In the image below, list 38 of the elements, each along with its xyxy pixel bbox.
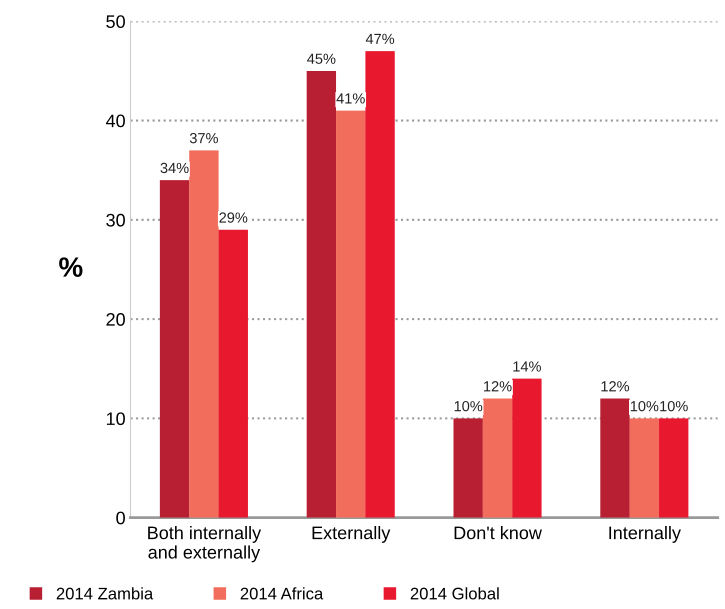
- y-tick-label: 20: [106, 313, 125, 326]
- legend-label: 2014 Zambia: [56, 587, 154, 600]
- data-label: 34%: [160, 162, 189, 174]
- bar: [600, 398, 630, 518]
- bar: [482, 398, 512, 518]
- bar: [453, 418, 483, 518]
- data-label: 37%: [190, 132, 218, 144]
- y-axis-title: %: [59, 257, 82, 277]
- data-label: 41%: [336, 93, 365, 104]
- bar: [512, 378, 542, 518]
- bar: [659, 418, 688, 518]
- bar: [160, 180, 190, 518]
- x-tick-label: Externally: [312, 526, 390, 543]
- y-tick-label: 30: [106, 214, 125, 227]
- data-label: 10%: [454, 401, 482, 412]
- data-label: 10%: [660, 401, 688, 412]
- data-label: 45%: [307, 54, 336, 64]
- data-label: 10%: [630, 401, 658, 412]
- bar: [365, 51, 395, 518]
- y-tick-label: 50: [106, 15, 125, 28]
- bar: [218, 230, 248, 518]
- y-tick-label: 0: [116, 512, 125, 524]
- data-label: 29%: [219, 212, 248, 223]
- bar: [630, 418, 660, 518]
- bar: [189, 150, 219, 518]
- x-tick-label: Internally: [609, 526, 681, 543]
- bar: [336, 110, 366, 518]
- legend-label: 2014 Global: [410, 587, 499, 600]
- data-label: 12%: [484, 381, 512, 392]
- y-tick-label: 40: [106, 114, 125, 128]
- y-tick-label: 10: [106, 412, 125, 426]
- x-tick-label: Both internally and externally: [148, 526, 262, 562]
- data-label: 14%: [513, 361, 541, 372]
- legend-label: 2014 Africa: [240, 587, 324, 600]
- data-label: 12%: [602, 381, 630, 392]
- x-tick-label: Don't know: [454, 526, 542, 540]
- bar: [306, 70, 336, 518]
- data-label: 47%: [366, 34, 394, 44]
